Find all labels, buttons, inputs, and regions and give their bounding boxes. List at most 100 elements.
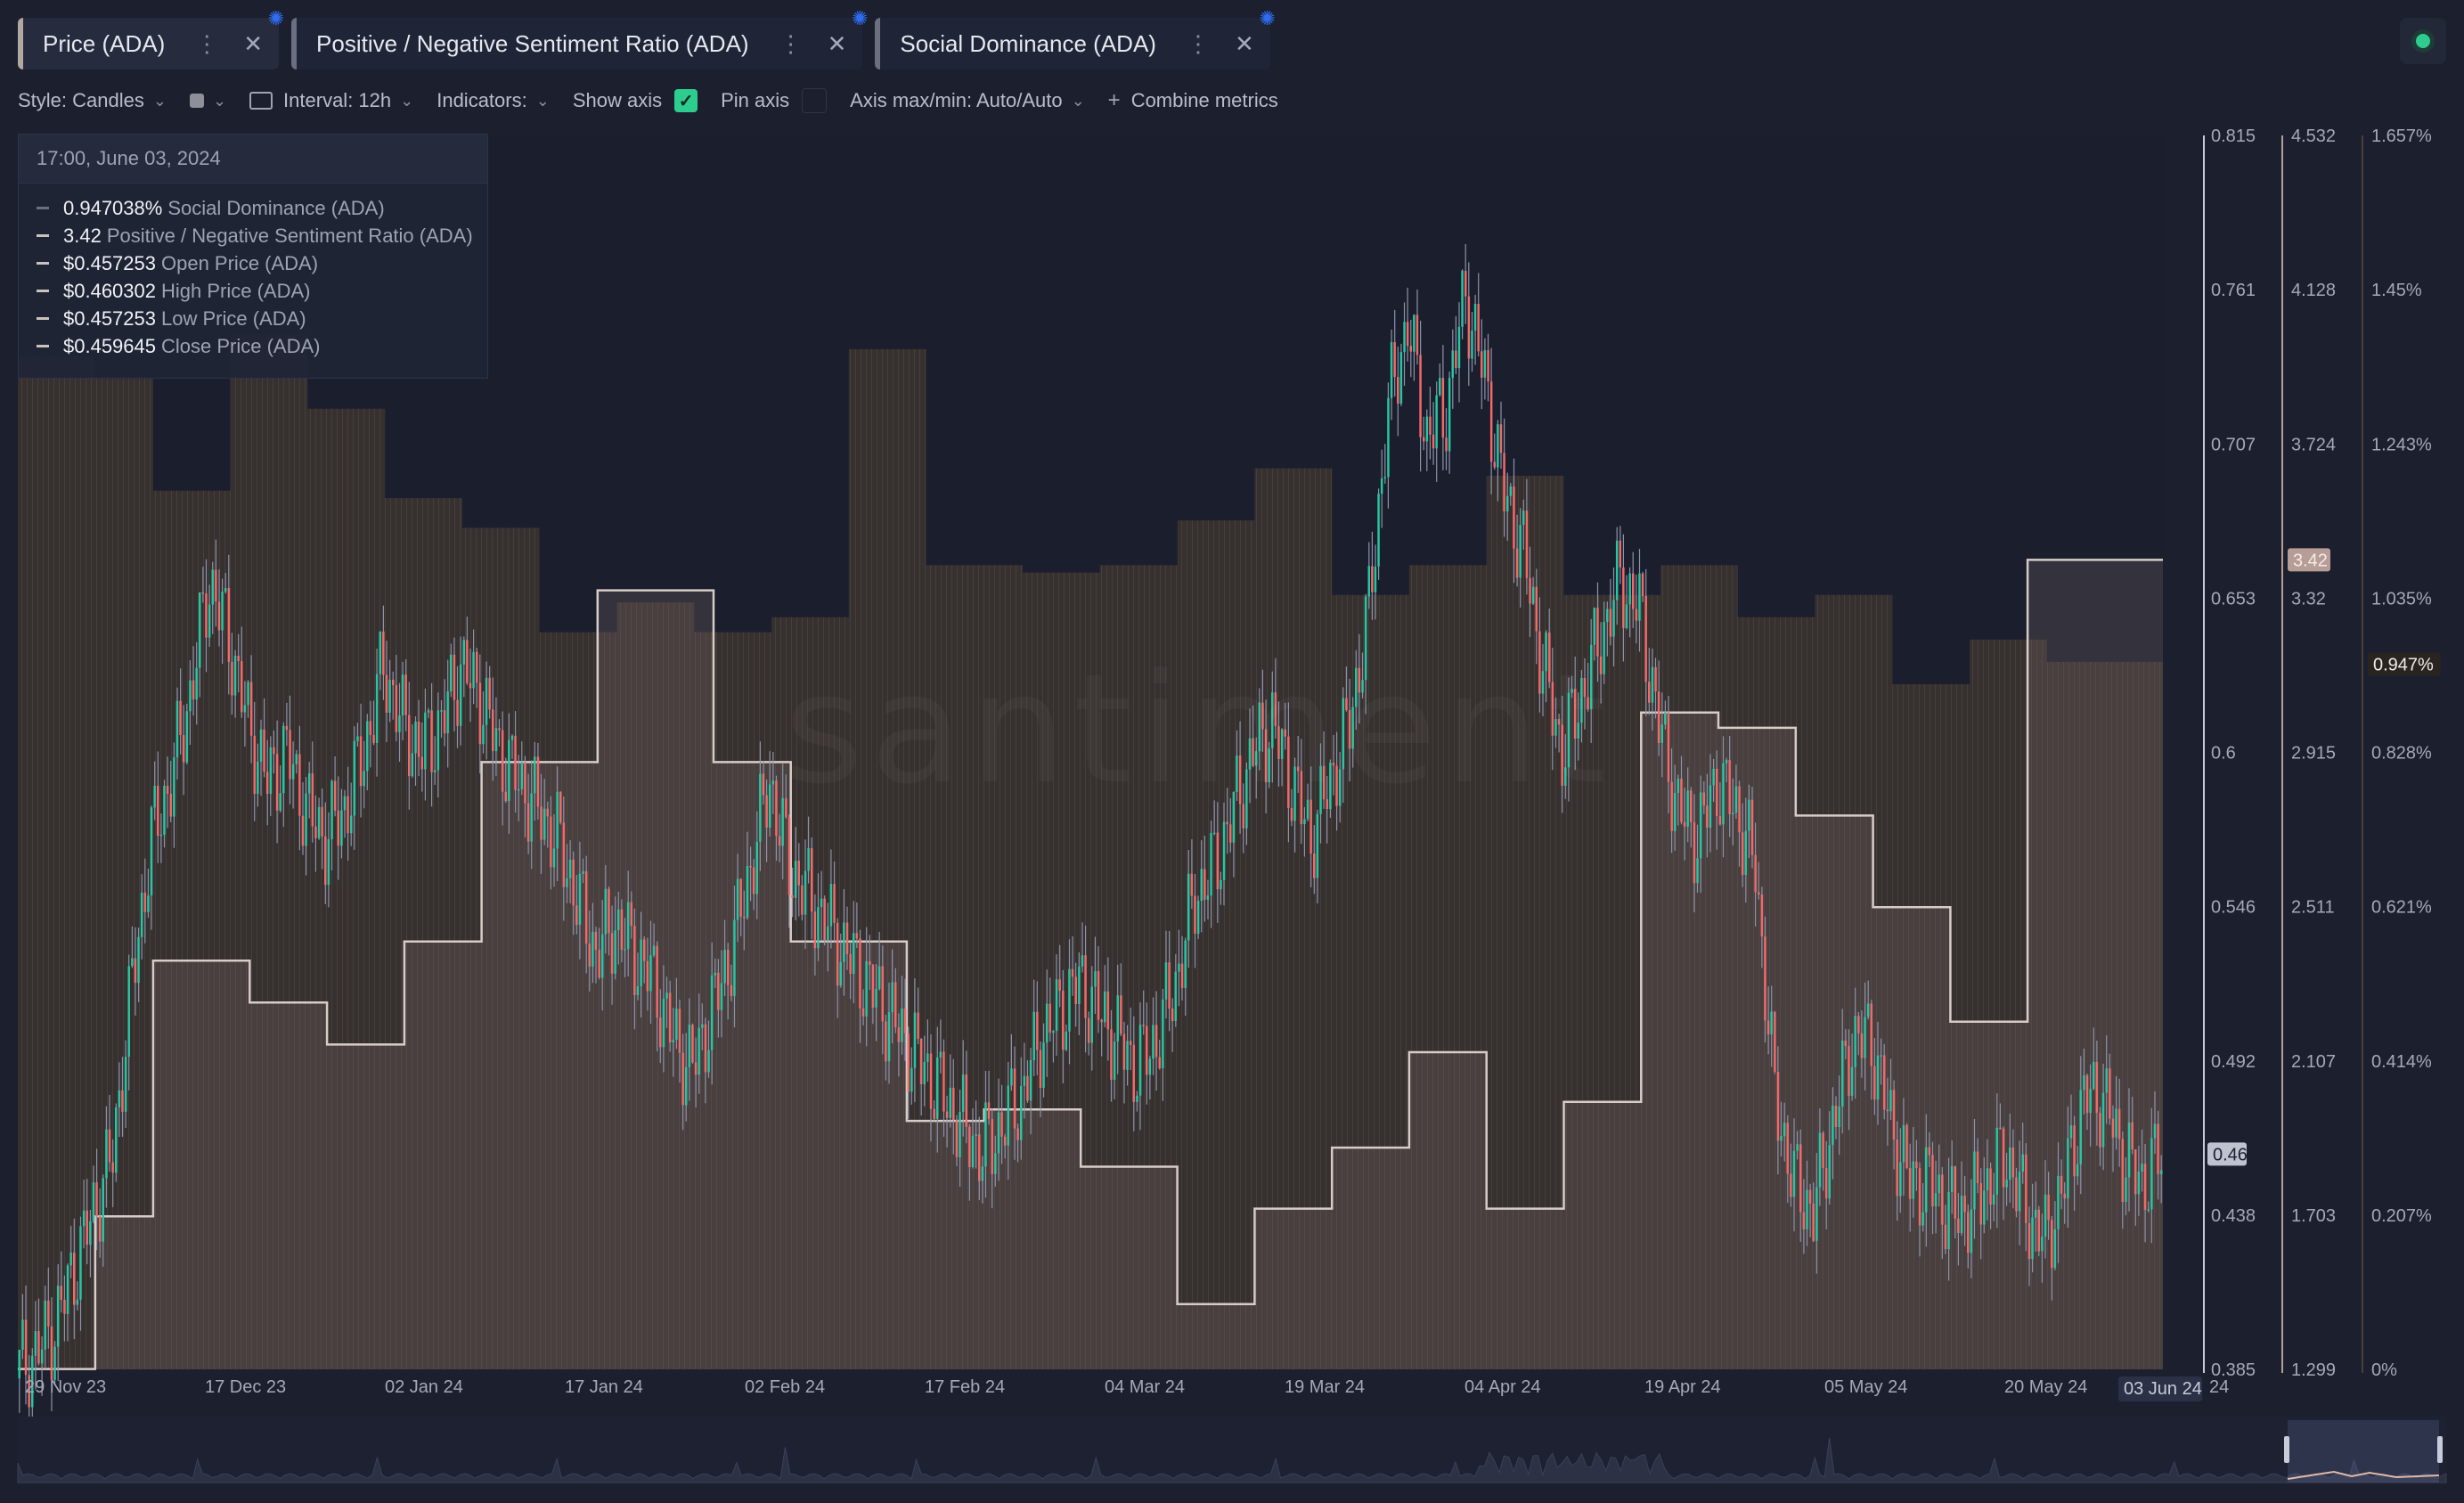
x-tick-label: 02 Jan 24	[385, 1377, 463, 1397]
candle-body	[311, 773, 314, 827]
pin-axis-toggle[interactable]: Pin axis	[721, 88, 828, 113]
interval-dropdown[interactable]: Interval: 12h ⌄	[249, 89, 413, 112]
candle-body	[582, 870, 584, 874]
candle-body	[1983, 1190, 1986, 1225]
candle-body	[787, 817, 791, 895]
candle-body	[1654, 666, 1657, 692]
sentiment-line	[18, 559, 2163, 1370]
checkbox-empty-icon[interactable]	[802, 88, 828, 113]
candle-body	[1326, 799, 1328, 809]
candle-body	[263, 729, 265, 772]
more-vertical-icon[interactable]: ⋮	[1186, 29, 1210, 57]
candle-body	[1834, 1106, 1838, 1127]
candle-body	[182, 735, 185, 763]
candle-body	[923, 1062, 926, 1084]
candle-body	[1220, 879, 1222, 890]
candle-body	[526, 803, 530, 842]
color-swatch-icon	[189, 94, 204, 108]
candle-body	[2021, 1154, 2024, 1172]
candle-body	[1461, 270, 1464, 327]
tab-sentiment-ratio[interactable]: Positive / Negative Sentiment Ratio (ADA…	[291, 7, 868, 69]
candle-body	[492, 709, 494, 752]
tab-label: Positive / Negative Sentiment Ratio (ADA…	[316, 29, 749, 57]
candle-body	[366, 721, 369, 772]
candle-body	[472, 651, 475, 689]
candle-body	[1580, 678, 1583, 723]
candle-body	[265, 772, 269, 795]
more-vertical-icon[interactable]: ⋮	[195, 29, 219, 57]
indicators-dropdown[interactable]: Indicators: ⌄	[437, 89, 550, 112]
candle-body	[1854, 1016, 1856, 1067]
candle-body	[1870, 1003, 1872, 1066]
candle-body	[2044, 1194, 2047, 1237]
candle-body	[1908, 1168, 1912, 1199]
close-icon[interactable]: ✕	[243, 29, 264, 57]
candle-body	[1232, 792, 1236, 843]
candle-body	[1706, 805, 1709, 828]
candle-body	[552, 848, 556, 868]
candle-body	[2099, 1113, 2101, 1148]
candle-body	[1571, 689, 1573, 693]
candle-body	[44, 1300, 46, 1350]
show-axis-toggle[interactable]: Show axis ✓	[573, 89, 698, 112]
candle-body	[668, 992, 672, 1042]
series-swatch-icon	[37, 234, 49, 237]
candle-body	[434, 770, 437, 772]
navigator-bg	[18, 1417, 2446, 1484]
candle-body	[919, 1039, 923, 1084]
candle-body	[1864, 1017, 1866, 1058]
x-tick-label: 04 Mar 24	[1105, 1377, 1185, 1397]
more-vertical-icon[interactable]: ⋮	[779, 29, 803, 57]
close-icon[interactable]: ✕	[827, 29, 847, 57]
candle-body	[836, 922, 839, 986]
candle-body	[949, 1087, 951, 1118]
candle-body	[1445, 437, 1448, 452]
candle-body	[105, 1129, 108, 1179]
checkmark-icon[interactable]: ✓	[674, 89, 698, 112]
candle-body	[881, 966, 884, 1022]
dominance-current-label: 0.947%	[2373, 655, 2434, 674]
candle-body	[462, 640, 465, 665]
candle-body	[1696, 858, 1699, 884]
color-dropdown[interactable]: ⌄	[189, 92, 226, 110]
close-icon[interactable]: ✕	[1234, 29, 1254, 57]
candle-body	[37, 1331, 40, 1364]
axis-maxmin-dropdown[interactable]: Axis max/min: Auto/Auto ⌄	[850, 89, 1085, 112]
candle-body	[195, 667, 198, 700]
candle-body	[1419, 355, 1422, 437]
candle-body	[1938, 1174, 1940, 1194]
candle-body	[414, 722, 417, 754]
dominance-tick-label: 1.657%	[2371, 127, 2432, 146]
x-tick-label: 17 Feb 24	[925, 1377, 1005, 1397]
calendar-icon	[249, 92, 273, 110]
candle-body	[1138, 1025, 1142, 1096]
tab-price-ada[interactable]: Price (ADA) ⋮ ✕ ✺	[18, 7, 284, 69]
navigator-window-line	[2287, 1470, 2440, 1480]
candle-body	[247, 682, 249, 706]
candle-body	[1071, 968, 1074, 977]
style-dropdown[interactable]: Style: Candles ⌄	[18, 89, 167, 112]
candle-body	[424, 712, 427, 770]
candle-body	[217, 601, 221, 631]
candle-body	[2127, 1122, 2131, 1178]
candle-body	[92, 1182, 95, 1221]
status-toggle-button[interactable]	[2400, 18, 2446, 64]
candle-body	[845, 922, 849, 954]
combine-metrics-button[interactable]: + Combine metrics	[1108, 88, 1278, 113]
sparkle-icon: ✺	[851, 7, 869, 29]
candle-body	[707, 1050, 710, 1073]
tab-social-dominance[interactable]: Social Dominance (ADA) ⋮ ✕ ✺	[875, 7, 1276, 69]
candle-body	[1889, 1090, 1892, 1112]
candle-body	[1776, 1072, 1780, 1141]
candle-body	[530, 793, 533, 842]
candle-body	[2153, 1123, 2157, 1139]
candle-body	[1796, 1144, 1799, 1151]
candle-body	[395, 685, 398, 732]
tooltip-value: $0.457253	[63, 306, 156, 330]
candle-body	[1387, 397, 1390, 478]
candle-body	[1090, 986, 1093, 1043]
candle-body	[1136, 1095, 1138, 1102]
candle-body	[356, 736, 359, 741]
tooltip-label: Close Price (ADA)	[161, 334, 321, 357]
candle-body	[1284, 729, 1286, 737]
